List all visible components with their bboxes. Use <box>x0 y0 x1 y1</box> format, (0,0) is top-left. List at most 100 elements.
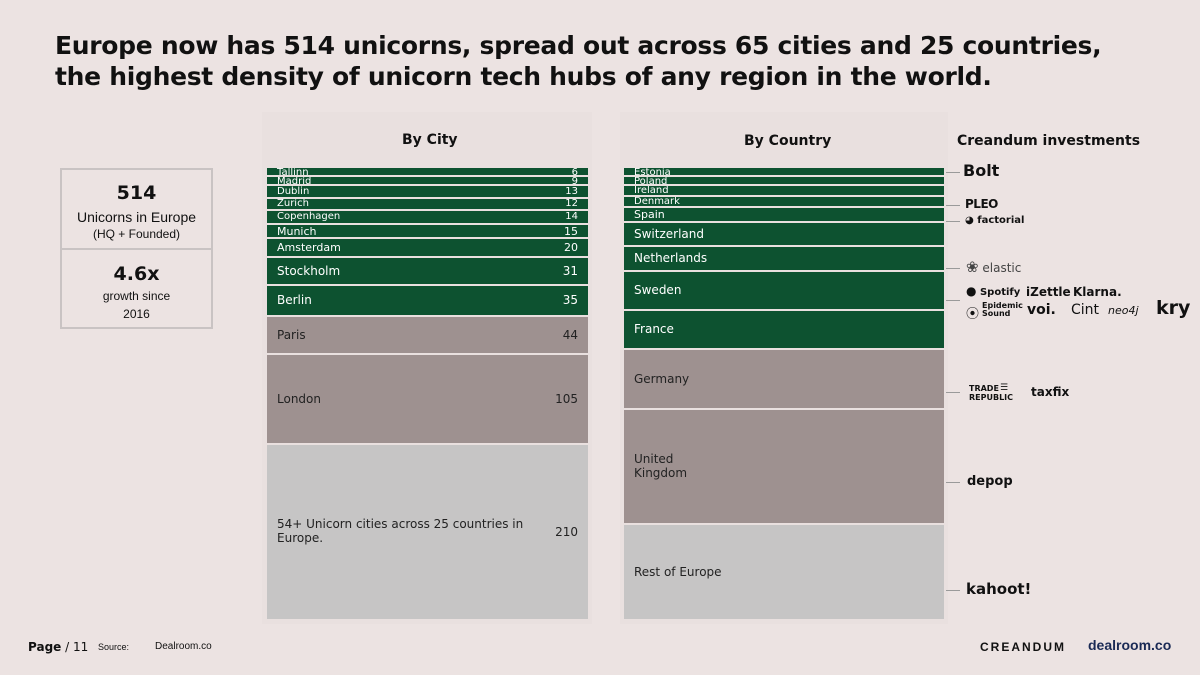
bolt-logo: Bolt <box>963 161 1000 180</box>
city-chart-title: By City <box>402 132 458 148</box>
city-label-amsterdam: Amsterdam <box>277 241 341 255</box>
city-bar-stockholm: Stockholm 31 <box>267 257 588 284</box>
dealroom-brand: dealroom.co <box>1088 637 1172 653</box>
unicorn-count-label: Unicorns in Europe <box>76 209 197 225</box>
spotify-icon: ● <box>966 284 977 298</box>
taxfix-logo: taxfix <box>1031 385 1070 399</box>
country-bar-spain: Spain <box>624 208 944 221</box>
factorial-icon: ◕ <box>965 215 974 226</box>
connector-estonia <box>946 172 960 173</box>
country-label-spain: Spain <box>634 208 665 221</box>
country-label-ireland: Ireland <box>634 185 669 195</box>
pleo-logo: PLEO <box>965 197 998 211</box>
country-bar-rest-of-europe: Rest of Europe <box>624 525 944 619</box>
factorial-logo: ◕ factorial <box>965 215 1024 226</box>
epidemic-icon: ⦿ <box>966 307 980 322</box>
city-label-stockholm: Stockholm <box>277 263 341 278</box>
trade-republic-icon: ☰ <box>1000 383 1009 393</box>
country-label-france: France <box>634 322 674 337</box>
country-bar-germany: Germany <box>624 349 944 408</box>
connector-sweden <box>946 300 960 301</box>
city-value-stockholm: 31 <box>562 263 578 278</box>
city-value-london: 105 <box>555 391 578 406</box>
source-value: Dealroom.co <box>155 641 212 652</box>
connector-uk <box>946 482 960 483</box>
kry-logo: kry <box>1156 297 1191 319</box>
city-bar-copenhagen: Copenhagen 14 <box>267 211 588 223</box>
cint-logo: Cint <box>1071 302 1100 318</box>
country-bar-denmark: Denmark <box>624 196 944 207</box>
country-bar-sweden: Sweden <box>624 271 944 309</box>
city-value-munich: 15 <box>564 224 578 238</box>
city-bar-london: London 105 <box>267 355 588 443</box>
factorial-text: factorial <box>977 215 1025 226</box>
elastic-text: elastic <box>982 261 1022 275</box>
city-bar-munich: Munich 15 <box>267 224 588 238</box>
connector-denmark <box>946 205 960 206</box>
unicorn-count-sub: (HQ + Founded) <box>92 227 181 241</box>
depop-logo: depop <box>967 474 1013 489</box>
city-label-zurich: Zurich <box>277 199 309 210</box>
city-label-munich: Munich <box>277 224 317 238</box>
unicorn-count: 514 <box>116 182 157 204</box>
city-bar-54-unicorn-cities-across-25-co: 54+ Unicorn cities across 25 countries i… <box>267 444 588 619</box>
city-label-54-unicorn-cities-across-25-co: 54+ Unicorn cities across 25 countries i… <box>277 516 528 545</box>
city-bar-dublin: Dublin 13 <box>267 186 588 198</box>
country-label-germany: Germany <box>634 371 690 386</box>
city-label-tallinn: Tallinn <box>277 168 309 175</box>
elastic-icon: ❀ <box>966 258 979 276</box>
city-bar-madrid: Madrid 9 <box>267 176 588 185</box>
connector-germany <box>946 392 960 393</box>
creandum-brand: CREANDUM <box>980 640 1066 654</box>
connector-spain <box>946 221 960 222</box>
spotify-logo: ● Spotify <box>966 284 1020 298</box>
country-label-poland: Poland <box>634 176 668 184</box>
city-value-paris: 44 <box>562 328 578 343</box>
connector-rest <box>946 590 960 591</box>
growth-value: 4.6x <box>113 263 160 285</box>
country-bar-poland: Poland <box>624 176 944 184</box>
trade-republic-text: TRADE REPUBLIC <box>969 384 1014 402</box>
spotify-text: Spotify <box>979 287 1021 298</box>
city-bar-tallinn: Tallinn 6 <box>267 168 588 175</box>
klarna-logo: Klarna. <box>1073 285 1122 299</box>
investments-title: Creandum investments <box>957 133 1141 149</box>
city-label-copenhagen: Copenhagen <box>277 211 341 223</box>
city-value-zurich: 12 <box>565 199 578 210</box>
city-value-berlin: 35 <box>562 293 578 308</box>
growth-year: 2016 <box>123 307 150 321</box>
elastic-logo: ❀ elastic <box>966 258 1021 276</box>
country-label-united-kingdom: United Kingdom <box>634 451 688 480</box>
country-label-sweden: Sweden <box>634 283 682 298</box>
country-label-rest-of-europe: Rest of Europe <box>634 565 722 580</box>
page-number: / 11 <box>65 640 89 654</box>
kpi-divider <box>62 248 211 250</box>
city-bar-amsterdam: Amsterdam 20 <box>267 239 588 256</box>
country-bar-netherlands: Netherlands <box>624 246 944 270</box>
growth-label: growth since <box>102 289 171 303</box>
city-label-paris: Paris <box>277 328 306 343</box>
city-value-amsterdam: 20 <box>564 241 578 255</box>
city-bar-paris: Paris 44 <box>267 316 588 354</box>
city-value-tallinn: 6 <box>571 168 578 175</box>
connector-netherlands <box>946 268 960 269</box>
city-value-copenhagen: 14 <box>565 211 578 223</box>
country-bar-ireland: Ireland <box>624 185 944 195</box>
city-value-madrid: 9 <box>571 176 578 185</box>
voi-logo: voi. <box>1027 302 1056 318</box>
izettle-logo: iZettle <box>1026 285 1071 299</box>
city-value-dublin: 13 <box>565 186 578 197</box>
source-label: Source: <box>98 642 130 652</box>
country-label-estonia: Estonia <box>634 168 671 175</box>
page-indicator: Page / 11 <box>28 640 88 654</box>
city-label-madrid: Madrid <box>277 176 312 185</box>
country-label-netherlands: Netherlands <box>634 251 708 266</box>
kahoot-logo: kahoot! <box>966 580 1032 598</box>
country-chart-title: By Country <box>744 133 832 149</box>
city-label-dublin: Dublin <box>277 186 310 197</box>
country-bar-united-kingdom: United Kingdom <box>624 409 944 524</box>
city-value-54-unicorn-cities-across-25-co: 210 <box>555 524 578 539</box>
kpi-box: 514 Unicorns in Europe (HQ + Founded) 4.… <box>60 168 213 329</box>
country-bar-estonia: Estonia <box>624 168 944 175</box>
country-bar-switzerland: Switzerland <box>624 222 944 245</box>
